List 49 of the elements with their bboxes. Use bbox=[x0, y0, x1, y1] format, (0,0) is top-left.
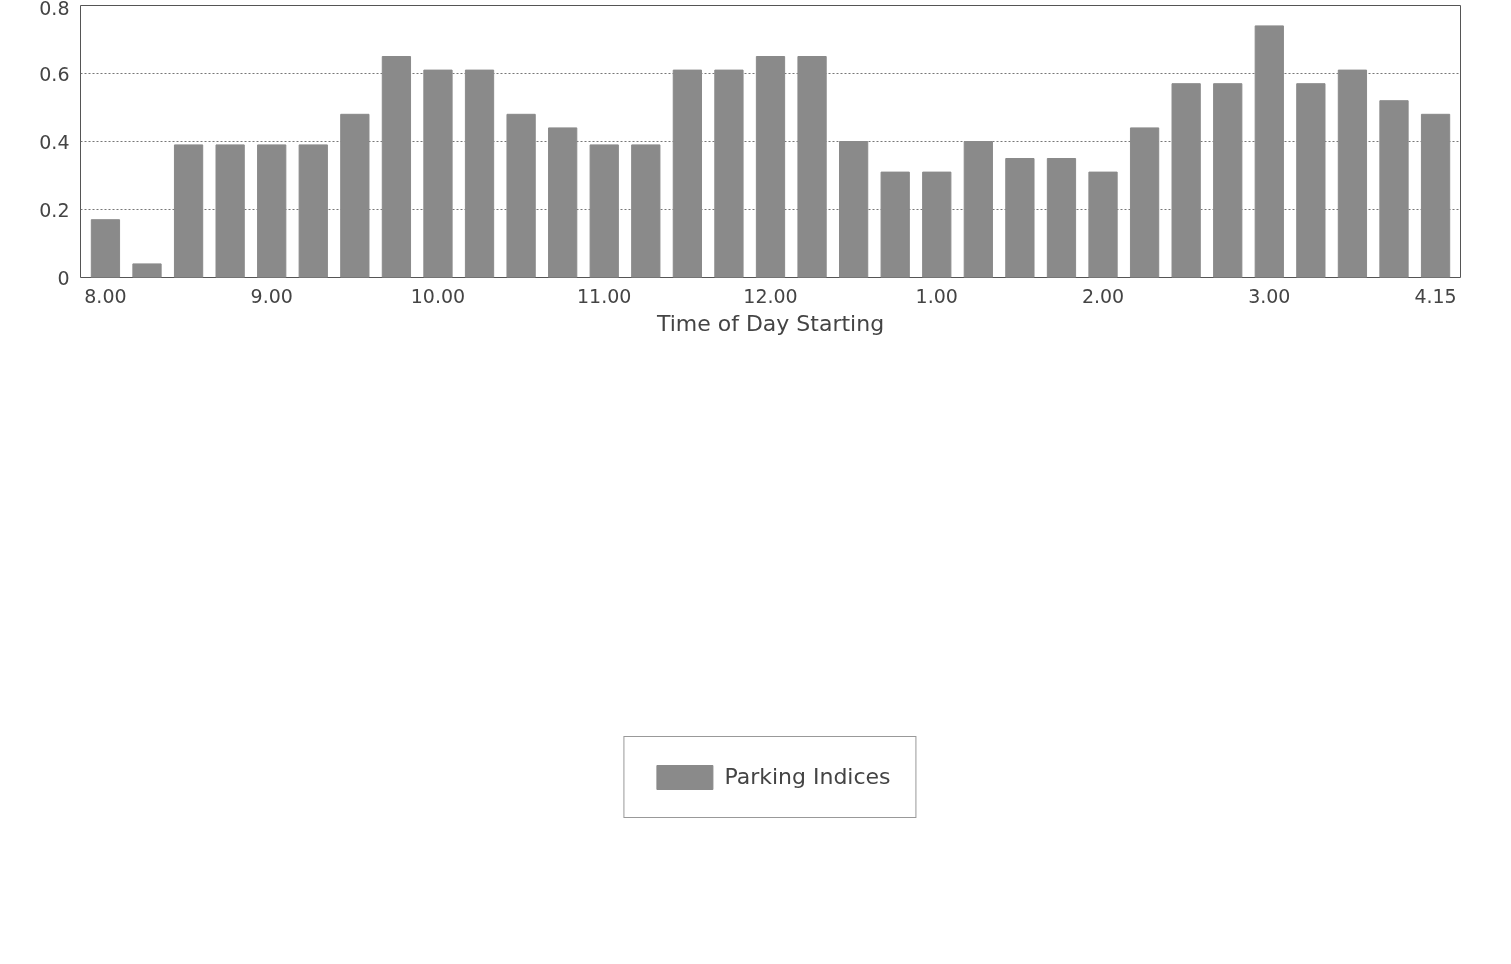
x-tick-label: 1.00 bbox=[915, 284, 958, 307]
y-tick-label: 0.4 bbox=[39, 130, 70, 153]
x-tick-label: 2.00 bbox=[1081, 284, 1125, 307]
bar bbox=[797, 56, 827, 278]
x-tick-label: 8.00 bbox=[84, 284, 127, 307]
y-tick-label: 0 bbox=[57, 266, 70, 289]
bar bbox=[1129, 127, 1160, 278]
bar bbox=[423, 69, 453, 278]
bar bbox=[90, 219, 121, 278]
legend-label: Parking Indices bbox=[724, 764, 891, 789]
bar bbox=[1296, 83, 1326, 278]
bar bbox=[506, 113, 536, 278]
bar bbox=[215, 144, 245, 278]
bar bbox=[1420, 113, 1451, 278]
x-tick-label: 9.00 bbox=[250, 284, 293, 307]
bar bbox=[1254, 25, 1284, 278]
bar bbox=[714, 69, 744, 278]
bar bbox=[1379, 100, 1409, 278]
bar bbox=[1005, 158, 1035, 278]
bar bbox=[548, 127, 578, 278]
bar bbox=[257, 144, 287, 278]
bar bbox=[755, 56, 786, 278]
bar bbox=[173, 144, 204, 278]
x-tick-label: 10.00 bbox=[410, 284, 466, 307]
bar bbox=[1088, 171, 1118, 278]
y-tick-label: 0.6 bbox=[39, 62, 70, 85]
y-tick-label: 0.2 bbox=[39, 198, 70, 221]
bar bbox=[132, 263, 162, 278]
bar bbox=[839, 141, 869, 278]
x-axis-title: Time of Day Starting bbox=[655, 310, 885, 336]
x-tick-label: 12.00 bbox=[743, 284, 798, 307]
bar bbox=[1046, 158, 1077, 278]
bar bbox=[464, 69, 495, 278]
bar bbox=[922, 171, 952, 278]
bar bbox=[672, 69, 702, 278]
bar bbox=[631, 144, 661, 278]
bar bbox=[1213, 83, 1243, 278]
bar bbox=[1171, 83, 1201, 278]
bar bbox=[340, 113, 370, 278]
x-tick-label: 3.00 bbox=[1248, 284, 1291, 307]
y-tick-label: 0.8 bbox=[39, 0, 70, 19]
bar bbox=[381, 56, 412, 278]
bar bbox=[963, 141, 993, 278]
x-tick-label: 11.00 bbox=[577, 284, 632, 307]
bar bbox=[298, 144, 328, 278]
bar bbox=[589, 144, 619, 278]
x-tick-label: 4.15 bbox=[1414, 284, 1457, 307]
bar bbox=[1337, 69, 1368, 278]
bar bbox=[880, 171, 910, 278]
